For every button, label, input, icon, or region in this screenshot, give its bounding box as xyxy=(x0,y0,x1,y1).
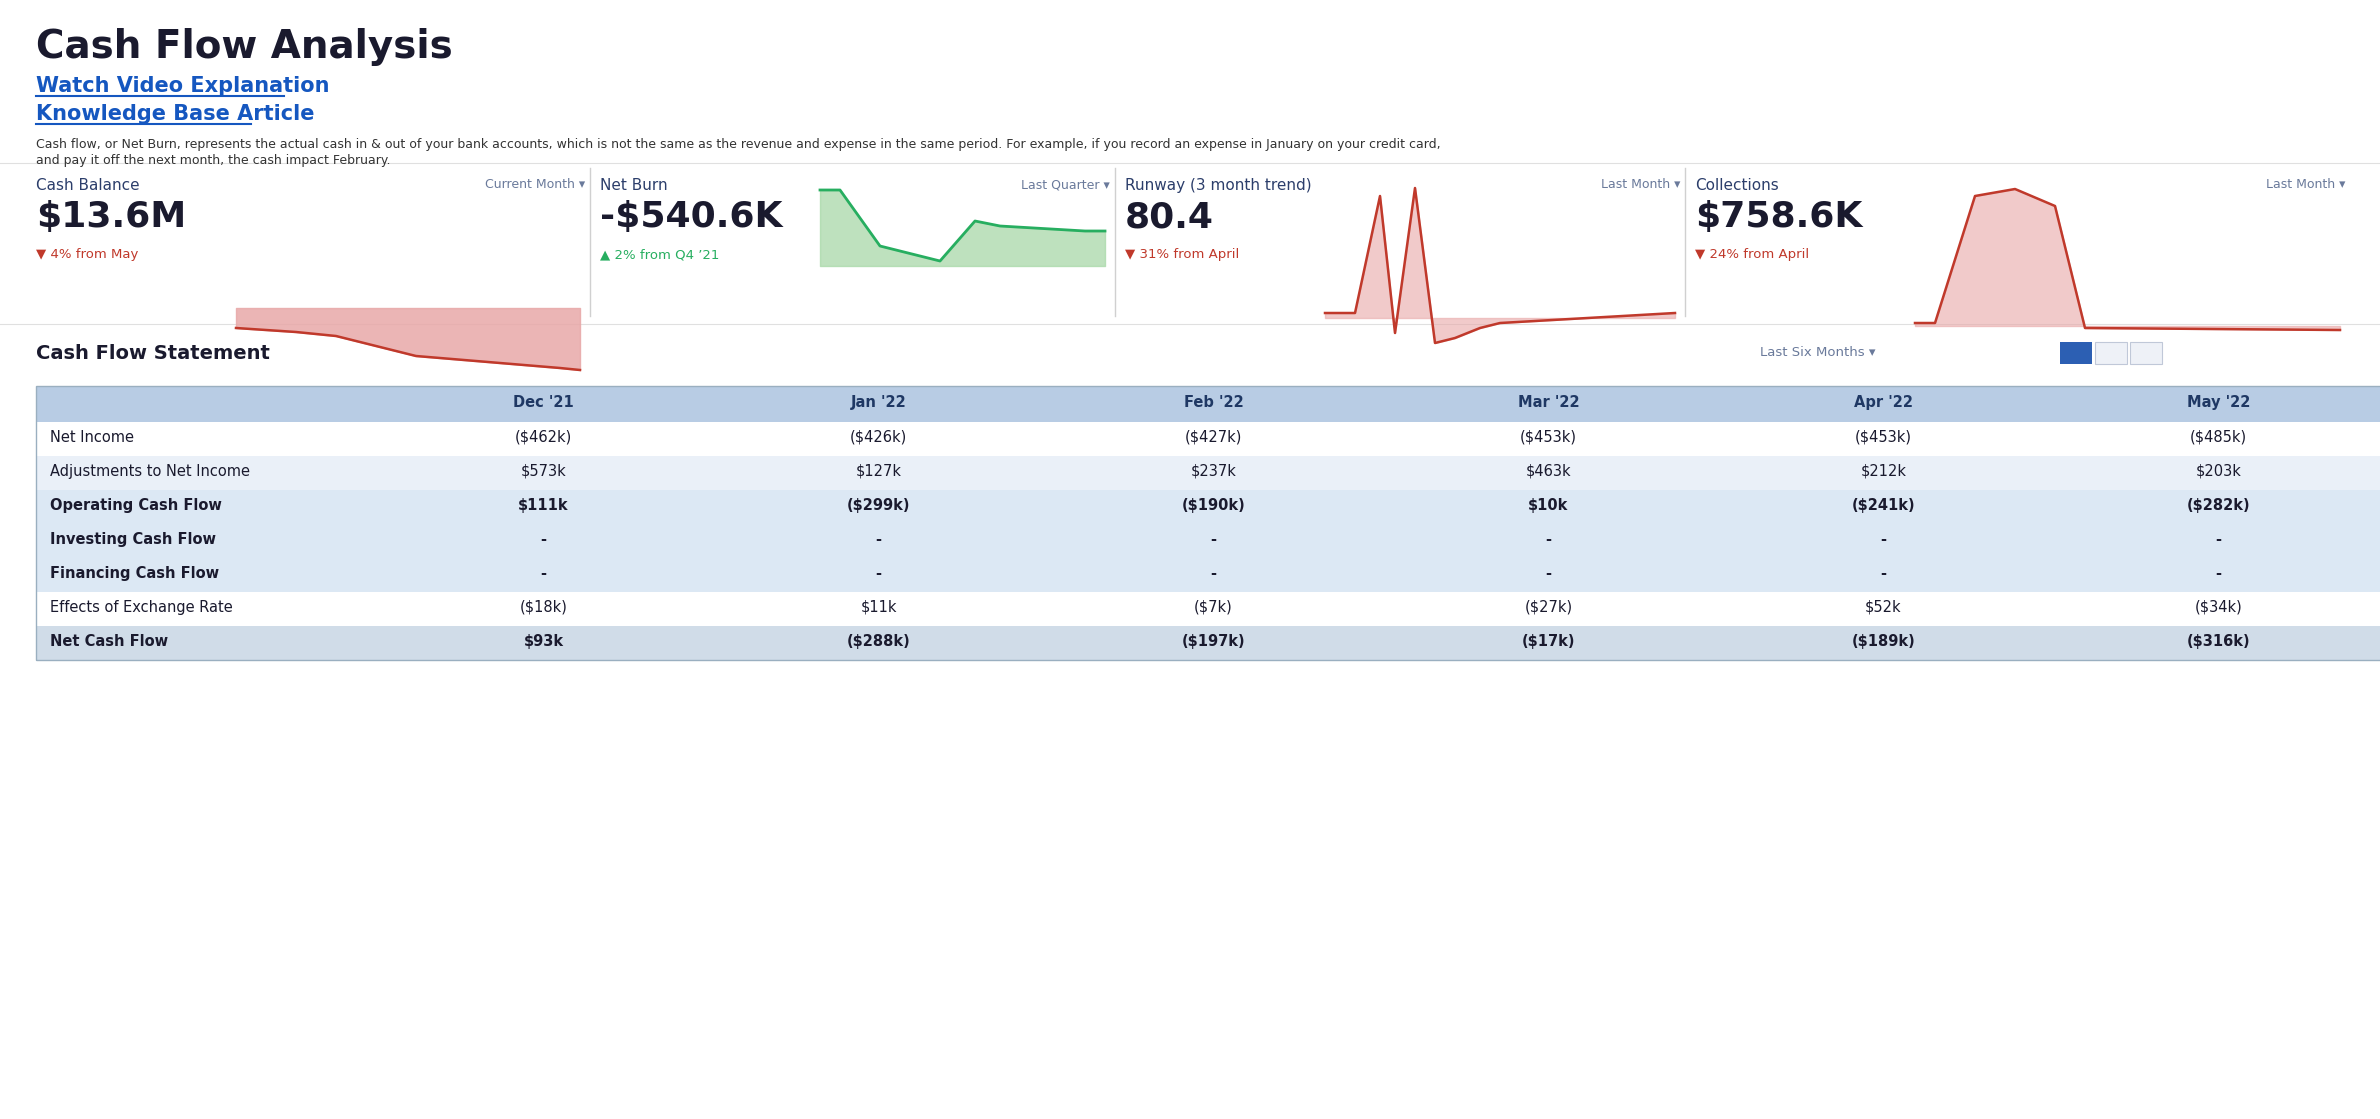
Text: ($426k): ($426k) xyxy=(850,430,907,445)
Text: -: - xyxy=(876,566,881,581)
Bar xyxy=(2094,342,2128,364)
Text: -: - xyxy=(876,532,881,547)
Text: ($34k): ($34k) xyxy=(2194,600,2242,615)
Text: Runway (3 month trend): Runway (3 month trend) xyxy=(1126,178,1311,192)
Text: $127k: $127k xyxy=(854,464,902,479)
Text: $111k: $111k xyxy=(519,498,569,513)
Text: Last Month ▾: Last Month ▾ xyxy=(2266,178,2344,191)
Bar xyxy=(2130,342,2161,364)
Text: $573k: $573k xyxy=(521,464,566,479)
Text: ($241k): ($241k) xyxy=(1852,498,1916,513)
Text: -: - xyxy=(2216,566,2221,581)
Text: -: - xyxy=(540,566,547,581)
Text: Current Month ▾: Current Month ▾ xyxy=(486,178,585,191)
Text: $203k: $203k xyxy=(2197,464,2242,479)
Text: ($190k): ($190k) xyxy=(1180,498,1245,513)
Text: -: - xyxy=(1880,566,1887,581)
Text: $13.6M: $13.6M xyxy=(36,200,186,234)
Text: Operating Cash Flow: Operating Cash Flow xyxy=(50,498,221,513)
Text: ▼ 24% from April: ▼ 24% from April xyxy=(1695,248,1809,261)
Text: ($288k): ($288k) xyxy=(847,634,912,649)
Text: -: - xyxy=(1211,566,1216,581)
Text: 80.4: 80.4 xyxy=(1126,200,1214,234)
Text: $758.6K: $758.6K xyxy=(1695,200,1864,234)
Text: $11k: $11k xyxy=(859,600,897,615)
Text: Financing Cash Flow: Financing Cash Flow xyxy=(50,566,219,581)
Text: Jan '22: Jan '22 xyxy=(850,395,907,410)
Bar xyxy=(36,490,2380,524)
Bar xyxy=(36,422,2380,457)
Text: Adjustments to Net Income: Adjustments to Net Income xyxy=(50,464,250,479)
Text: ($18k): ($18k) xyxy=(519,600,566,615)
Bar xyxy=(36,592,2380,626)
Text: -: - xyxy=(540,532,547,547)
Text: Mar '22: Mar '22 xyxy=(1518,395,1580,410)
Text: Last Quarter ▾: Last Quarter ▾ xyxy=(1021,178,1109,191)
Text: Net Income: Net Income xyxy=(50,430,133,445)
Text: ($485k): ($485k) xyxy=(2190,430,2247,445)
Text: -: - xyxy=(1545,532,1552,547)
Bar xyxy=(36,524,2380,558)
Bar xyxy=(36,626,2380,660)
Text: -$540.6K: -$540.6K xyxy=(600,200,783,234)
Text: ▼ 4% from May: ▼ 4% from May xyxy=(36,248,138,261)
Text: Investing Cash Flow: Investing Cash Flow xyxy=(50,532,217,547)
Text: Last Six Months ▾: Last Six Months ▾ xyxy=(1759,346,1875,359)
Text: ($282k): ($282k) xyxy=(2187,498,2251,513)
Text: ($453k): ($453k) xyxy=(1521,430,1578,445)
Text: ▲ 2% from Q4 ’21: ▲ 2% from Q4 ’21 xyxy=(600,248,719,261)
Text: Last Month ▾: Last Month ▾ xyxy=(1602,178,1680,191)
Text: ($316k): ($316k) xyxy=(2187,634,2251,649)
Text: Watch Video Explanation: Watch Video Explanation xyxy=(36,76,328,96)
Text: and pay it off the next month, the cash impact February.: and pay it off the next month, the cash … xyxy=(36,154,390,167)
Text: -: - xyxy=(1880,532,1887,547)
Text: ($7k): ($7k) xyxy=(1195,600,1233,615)
Bar xyxy=(36,558,2380,592)
Text: Cash Flow Statement: Cash Flow Statement xyxy=(36,344,269,363)
Text: Q: Q xyxy=(2106,346,2116,359)
Text: ($27k): ($27k) xyxy=(1526,600,1573,615)
Text: Knowledge Base Article: Knowledge Base Article xyxy=(36,104,314,124)
Text: Y: Y xyxy=(2142,346,2149,359)
Text: May '22: May '22 xyxy=(2187,395,2249,410)
Text: $237k: $237k xyxy=(1190,464,1238,479)
Bar xyxy=(2061,342,2092,364)
Text: ($462k): ($462k) xyxy=(514,430,571,445)
Text: Cash Flow Analysis: Cash Flow Analysis xyxy=(36,28,452,66)
Text: $52k: $52k xyxy=(1866,600,1902,615)
Text: Collections: Collections xyxy=(1695,178,1778,192)
Text: Net Burn: Net Burn xyxy=(600,178,669,192)
Text: $463k: $463k xyxy=(1526,464,1571,479)
Bar xyxy=(36,386,2380,422)
Text: ($427k): ($427k) xyxy=(1185,430,1242,445)
Text: Dec '21: Dec '21 xyxy=(514,395,574,410)
Bar xyxy=(36,386,2380,660)
Text: $212k: $212k xyxy=(1861,464,1906,479)
Text: Effects of Exchange Rate: Effects of Exchange Rate xyxy=(50,600,233,615)
Text: -: - xyxy=(1211,532,1216,547)
Text: Cash Balance: Cash Balance xyxy=(36,178,140,192)
Text: $10k: $10k xyxy=(1528,498,1568,513)
Text: -: - xyxy=(1545,566,1552,581)
Text: Net Cash Flow: Net Cash Flow xyxy=(50,634,169,649)
Text: Cash flow, or Net Burn, represents the actual cash in & out of your bank account: Cash flow, or Net Burn, represents the a… xyxy=(36,138,1440,151)
Text: ($197k): ($197k) xyxy=(1183,634,1245,649)
Text: -: - xyxy=(2216,532,2221,547)
Bar xyxy=(36,457,2380,490)
Text: $93k: $93k xyxy=(524,634,564,649)
Text: Feb '22: Feb '22 xyxy=(1183,395,1242,410)
Text: Apr '22: Apr '22 xyxy=(1854,395,1914,410)
Text: ($189k): ($189k) xyxy=(1852,634,1916,649)
Text: ($17k): ($17k) xyxy=(1521,634,1576,649)
Text: ($299k): ($299k) xyxy=(847,498,909,513)
Text: ▼ 31% from April: ▼ 31% from April xyxy=(1126,248,1240,261)
Text: M: M xyxy=(2071,346,2082,359)
Text: ($453k): ($453k) xyxy=(1854,430,1911,445)
